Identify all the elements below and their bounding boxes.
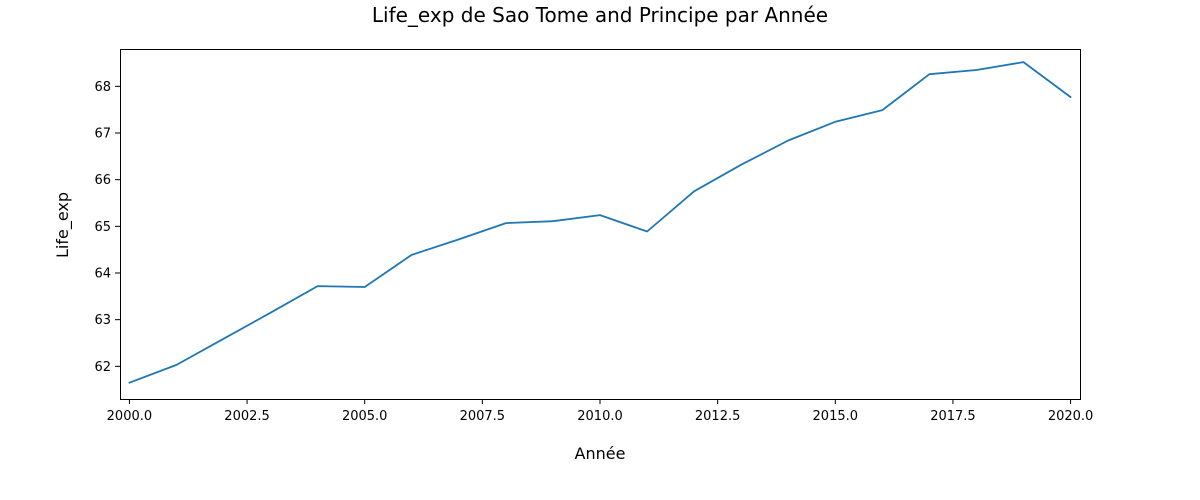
x-tick-label: 2017.5 [930,409,976,424]
x-tick-label: 2012.5 [695,409,741,424]
y-axis-label: Life_exp [53,192,73,258]
x-tick-label: 2007.5 [460,409,506,424]
x-axis-label: Année [575,444,626,463]
series-layer [128,61,1072,384]
y-tick-label: 66 [94,173,111,188]
x-tick-label: 2010.0 [577,409,623,424]
y-tick-label: 68 [94,80,111,95]
plot-frame [120,49,1081,400]
y-tick-label: 62 [94,360,111,375]
x-tick-label: 2015.0 [813,409,859,424]
series-line [128,61,1072,384]
x-tick-label: 2005.0 [342,409,388,424]
chart-title: Life_exp de Sao Tome and Principe par An… [372,3,828,27]
x-tick-label: 2020.0 [1048,409,1094,424]
y-tick-label: 64 [94,267,111,282]
y-tick-label: 63 [94,313,111,328]
y-axis: 62 63 64 65 66 67 68 [94,80,120,375]
x-tick-label: 2002.5 [224,409,270,424]
x-axis: 2000.0 2002.5 2005.0 2007.5 2010.0 2012.5 2015… [107,399,1094,424]
y-tick-label: 67 [94,127,111,142]
x-tick-label: 2000.0 [107,409,153,424]
y-tick-label: 65 [94,220,111,235]
